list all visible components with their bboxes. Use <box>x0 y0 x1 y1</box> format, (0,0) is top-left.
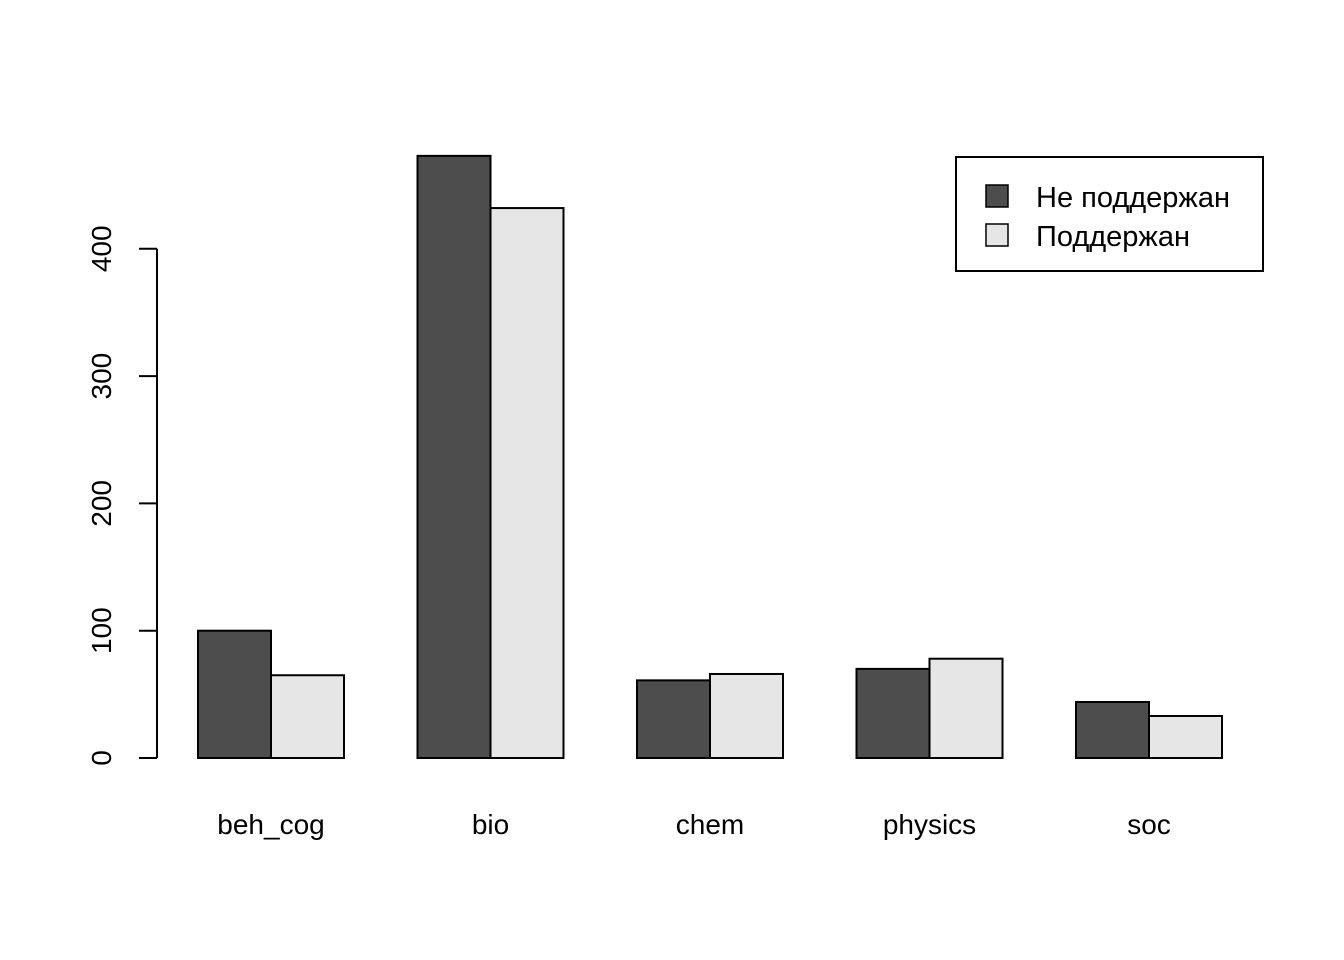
legend-swatch-not-supported <box>985 184 1009 208</box>
bars <box>197 154 1223 760</box>
x-tick-label: soc <box>1127 809 1171 840</box>
legend: Не поддержан Поддержан <box>955 156 1264 272</box>
bar-soc-supported <box>1148 714 1223 760</box>
x-tick-label: bio <box>472 809 509 840</box>
bar-physics-supported <box>928 657 1004 759</box>
legend-label-supported: Поддержан <box>1036 221 1190 253</box>
bar-soc-not-supported <box>1075 700 1150 759</box>
y-tick-label: 0 <box>86 750 117 766</box>
bar-beh_cog-supported <box>270 674 345 760</box>
legend-box <box>955 156 1264 272</box>
y-tick-label: 300 <box>86 353 117 400</box>
x-tick-label: chem <box>676 809 744 840</box>
legend-label-not-supported: Не поддержан <box>1036 182 1230 214</box>
bar-chem-supported <box>709 672 784 759</box>
x-axis-labels: beh_cog bio chem physics soc <box>217 809 1171 840</box>
bar-physics-not-supported <box>855 667 931 760</box>
y-tick-label: 100 <box>86 607 117 654</box>
bar-bio-not-supported <box>416 154 492 760</box>
bar-bio-supported <box>489 207 565 759</box>
y-axis: 0 100 200 300 400 <box>86 225 158 766</box>
legend-swatch-supported <box>985 223 1009 247</box>
y-tick-label: 200 <box>86 480 117 527</box>
y-tick-label: 400 <box>86 225 117 272</box>
bar-chem-not-supported <box>636 679 711 759</box>
bar-beh_cog-not-supported <box>197 629 272 760</box>
x-tick-label: beh_cog <box>217 809 324 840</box>
x-tick-label: physics <box>883 809 976 840</box>
